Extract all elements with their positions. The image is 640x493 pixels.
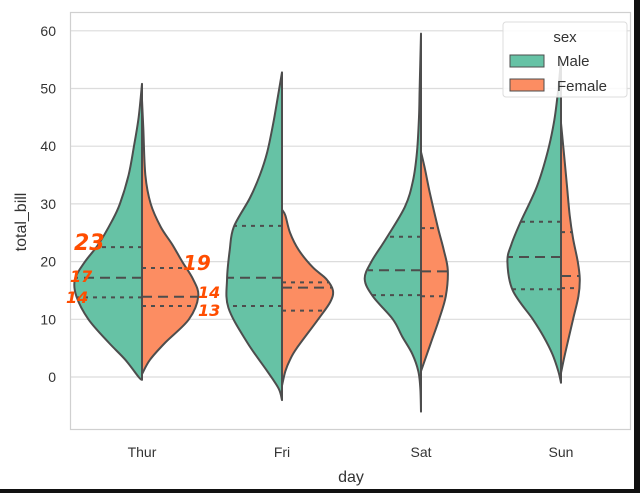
legend-label-female: Female [557, 78, 607, 95]
plot-frame [69, 11, 632, 431]
handwritten-annotations: 23 17 14 19 14 13 [66, 231, 220, 320]
y-tick-0: 0 [48, 369, 56, 385]
violin-male-thur [73, 82, 143, 381]
window-edge-bottom [0, 489, 640, 493]
y-tick-20: 20 [40, 254, 56, 270]
violin-half-shape [560, 122, 581, 374]
violin-half-shape [420, 150, 449, 373]
legend-swatch-female [509, 78, 545, 92]
annotation-female-q3: 19 [183, 251, 211, 275]
y-tick-30: 30 [40, 196, 56, 212]
legend-box [502, 21, 628, 98]
violin-half-shape [73, 82, 143, 381]
x-tick-sat: Sat [410, 444, 431, 460]
legend: sex Male Female [502, 21, 628, 98]
x-tick-thur: Thur [128, 444, 157, 460]
annotation-male-median: 17 [70, 267, 93, 286]
y-tick-50: 50 [40, 81, 56, 97]
annotation-male-q1: 14 [66, 288, 88, 307]
x-axis-label: day [338, 469, 364, 486]
violin-male-sun [506, 58, 562, 384]
y-tick-labels: 0 10 20 30 40 50 60 [40, 23, 56, 385]
x-tick-labels: Thur Fri Sat Sun [128, 444, 574, 460]
violin-half-shape [506, 58, 562, 384]
legend-label-male: Male [557, 53, 590, 70]
violin-female-sat [420, 150, 449, 373]
annotation-female-median: 14 [198, 283, 220, 302]
violin-half-shape [363, 32, 422, 413]
legend-title: sex [553, 29, 577, 46]
violin-male-fri [225, 71, 283, 402]
x-tick-fri: Fri [274, 444, 290, 460]
violin-female-thur [141, 99, 200, 376]
y-tick-60: 60 [40, 23, 56, 39]
legend-swatch-male [509, 54, 545, 68]
violin-half-shape [141, 99, 200, 376]
violin-half-shape [281, 208, 335, 387]
y-tick-10: 10 [40, 311, 56, 327]
annotation-male-q3: 23 [74, 231, 105, 256]
violin-female-fri [281, 208, 335, 387]
violins [73, 32, 581, 413]
y-tick-40: 40 [40, 138, 56, 154]
annotation-female-q1: 13 [198, 301, 220, 320]
y-axis-label: total_bill [13, 193, 30, 252]
window-edge [634, 0, 640, 493]
violin-female-sun [560, 122, 581, 374]
violin-half-shape [225, 71, 283, 402]
violin-male-sat [363, 32, 422, 413]
x-tick-sun: Sun [549, 444, 574, 460]
